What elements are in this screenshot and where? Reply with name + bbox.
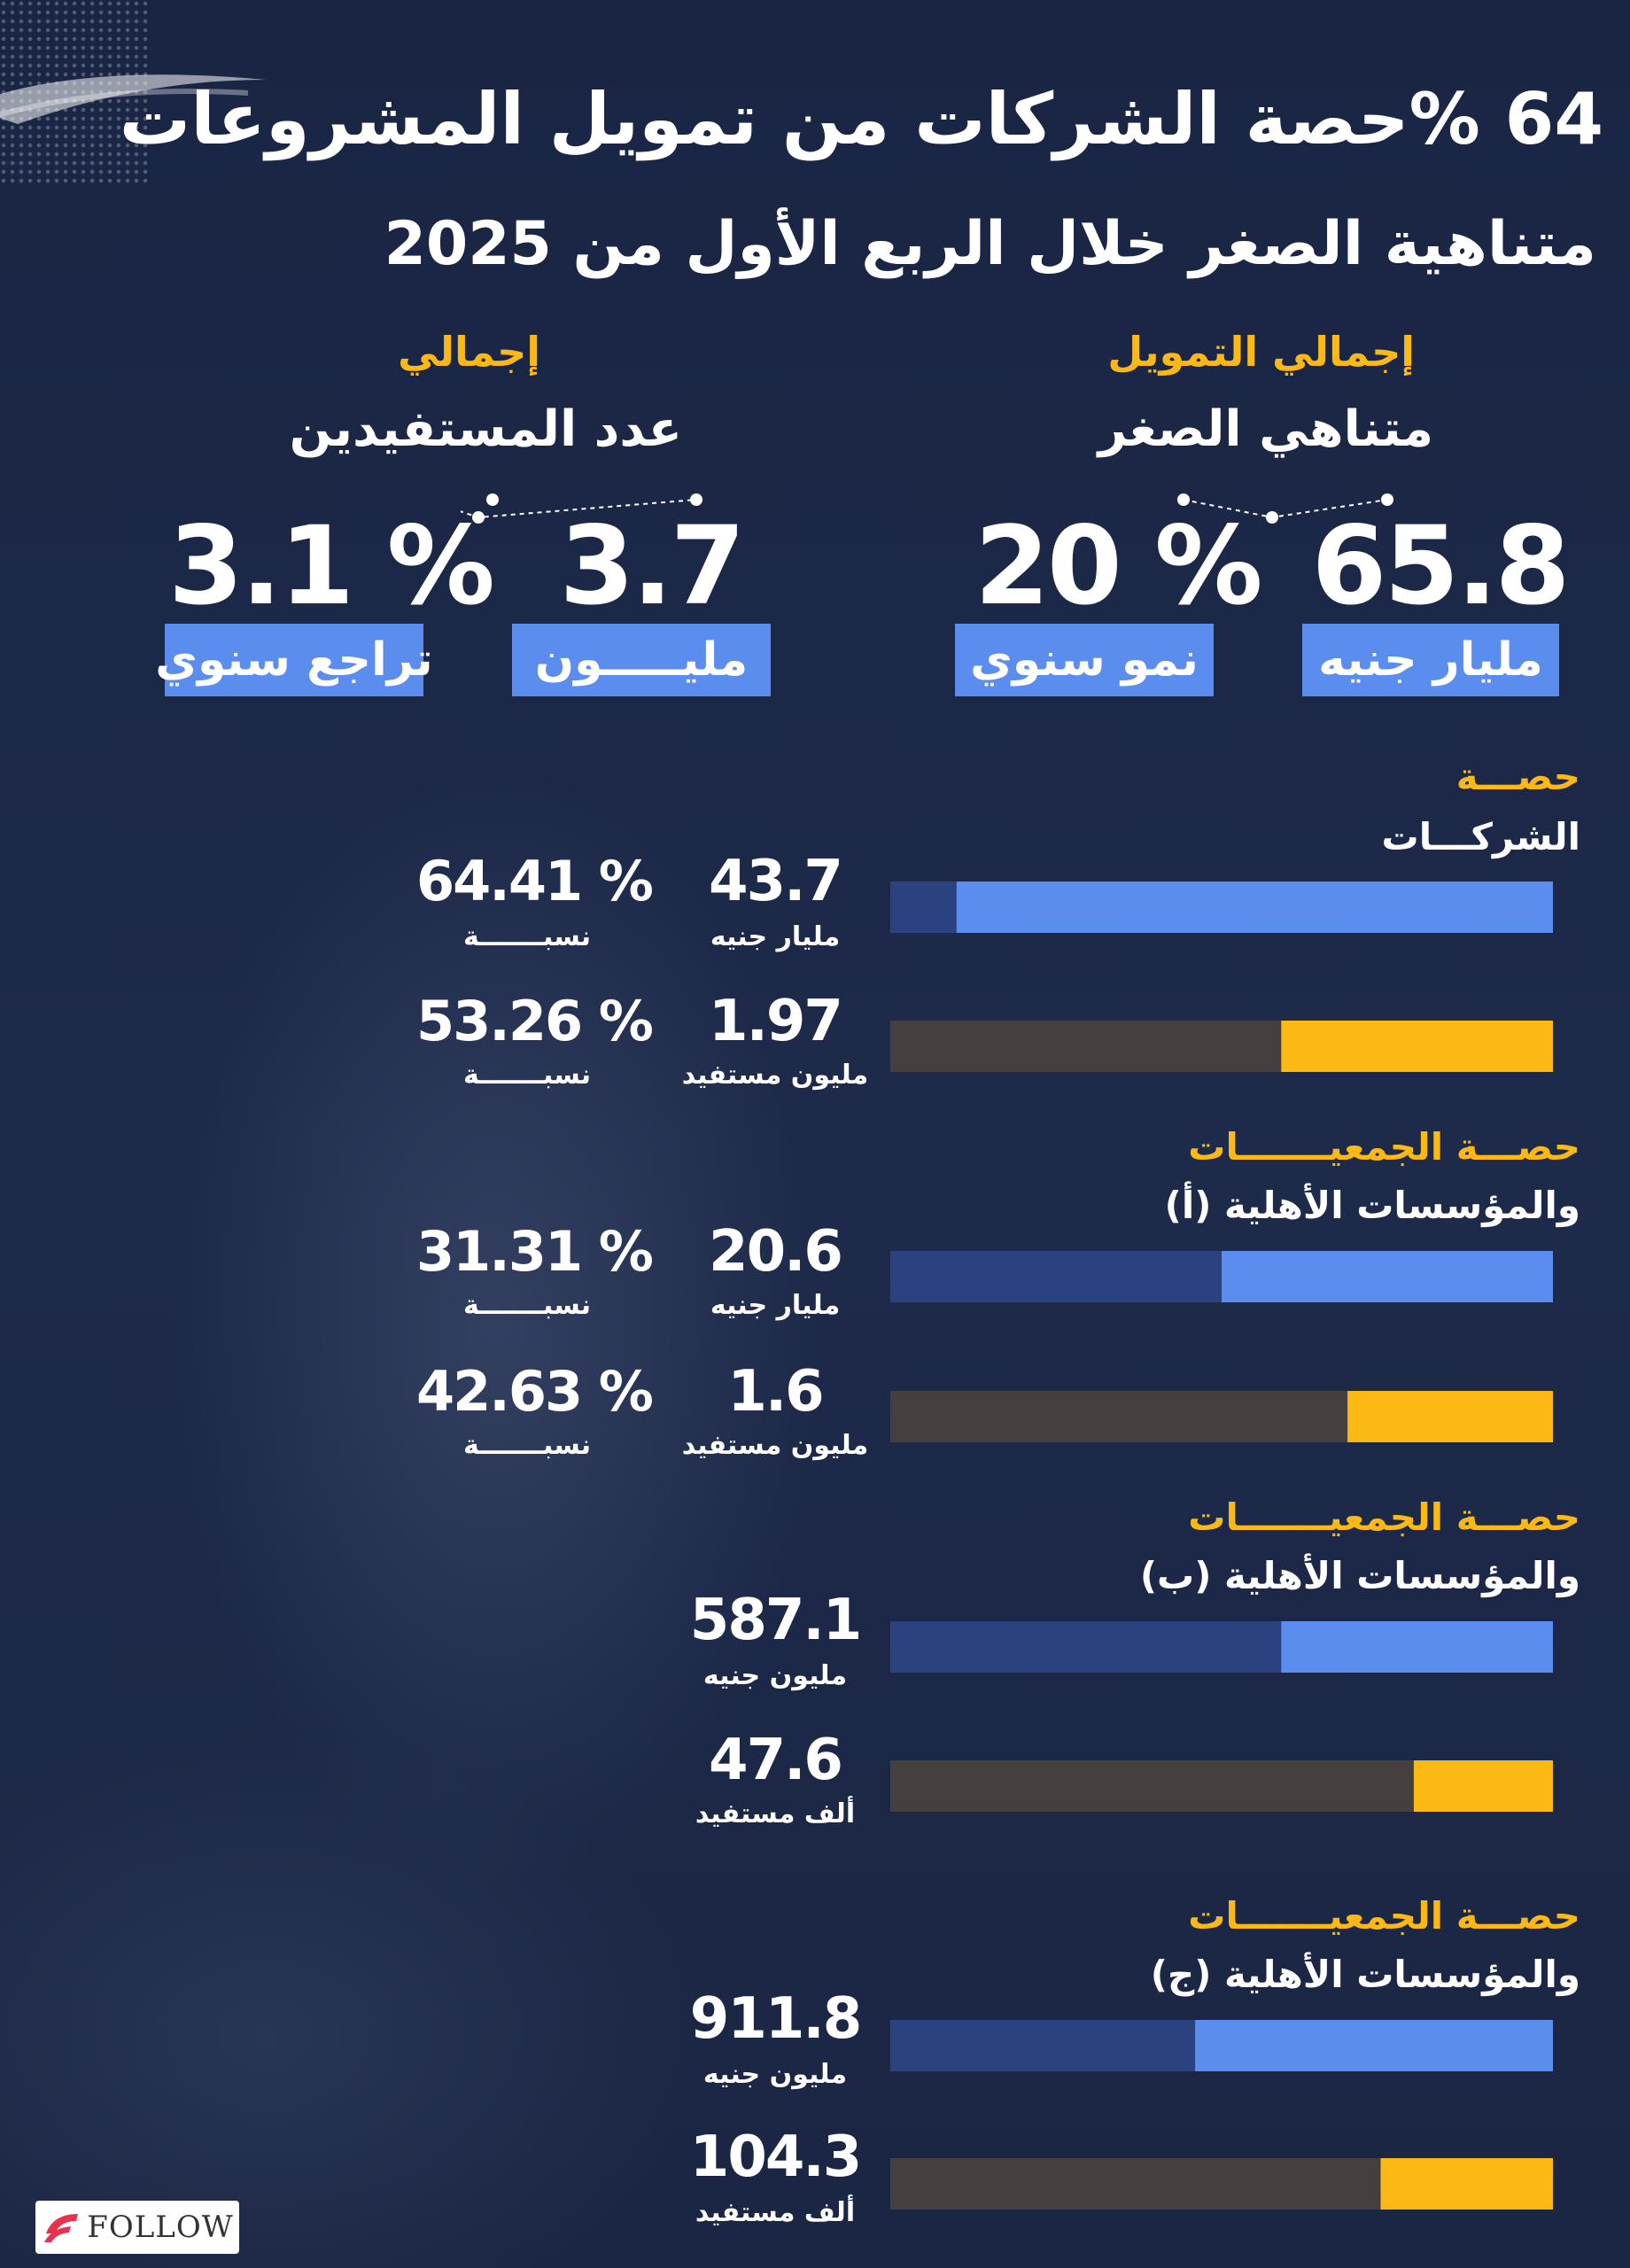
section-1-beneficiaries-share: 53.26 % (416, 989, 654, 1053)
section-3-title-small: حصـــة الجمعيـــــــات (1188, 1495, 1580, 1539)
funding-heading-small: إجمالي التمويل (1107, 328, 1415, 376)
swoosh-decoration (0, 74, 266, 124)
section-2-funding-unit: مليار جنيه (710, 1290, 841, 1321)
beneficiaries-heading-small: إجمالي (398, 328, 540, 376)
section-2-funding-value: 20.6 (709, 1219, 843, 1285)
funding-heading-big: متناهي الصغر (1098, 400, 1433, 458)
section-1-funding-unit: مليار جنيه (710, 921, 841, 952)
section-2-beneficiaries-unit: مليون مستفيد (681, 1430, 869, 1461)
section-2-title-big: والمؤسسات الأهلية (أ) (1164, 1184, 1580, 1227)
funding-growth-box: نمو سنوي (955, 624, 1214, 696)
bar-3-funding (1281, 1621, 1553, 1673)
section-4-funding-unit: مليون جنيه (702, 2059, 848, 2090)
section-1-beneficiaries-share-label: نسبـــــــة (462, 1060, 591, 1091)
section-4-beneficiaries-value: 104.3 (689, 2124, 862, 2190)
section-3-funding-value: 587.1 (689, 1588, 862, 1653)
section-1-title-big: الشركـــات (1381, 815, 1581, 858)
funding-total-value: 65.8 (1311, 503, 1570, 629)
funding-unit-box: مليار جنيه (1302, 624, 1559, 696)
logo-text: FOLLOW (87, 2210, 234, 2245)
bar-2-beneficiaries (1347, 1391, 1553, 1442)
section-1-funding-share-label: نسبـــــــة (462, 921, 591, 952)
section-3-funding-unit: مليون جنيه (702, 1660, 848, 1691)
bar-1-beneficiaries (1281, 1021, 1553, 1072)
section-1-beneficiaries-value: 1.97 (709, 989, 843, 1054)
section-4-title-small: حصـــة الجمعيـــــــات (1188, 1894, 1580, 1938)
title-line-2: متناهية الصغر خلال الربع الأول من 2025 (384, 209, 1596, 279)
section-2-beneficiaries-share-label: نسبـــــــة (462, 1430, 591, 1461)
section-4-title-big: والمؤسسات الأهلية (ج) (1150, 1953, 1580, 1996)
bar-2-funding (1222, 1251, 1553, 1302)
follow-logo: FOLLOW (35, 2201, 239, 2254)
funding-connector (1177, 493, 1393, 524)
bar-3-beneficiaries (1413, 1760, 1553, 1812)
section-4-beneficiaries-unit: ألف مستفيد (695, 2197, 856, 2228)
beneficiaries-decline-box: تراجع سنوي (155, 624, 433, 696)
bar-4-funding (1195, 2020, 1553, 2071)
section-2-beneficiaries-value: 1.6 (727, 1359, 824, 1425)
section-1-funding-value: 43.7 (709, 849, 843, 914)
beneficiaries-connector (461, 493, 702, 524)
section-1-beneficiaries-unit: مليون مستفيد (681, 1060, 869, 1091)
section-2-title-small: حصـــة الجمعيـــــــات (1188, 1125, 1580, 1169)
section-2-beneficiaries-share: 42.63 % (416, 1359, 654, 1424)
bar-4-beneficiaries (1380, 2158, 1553, 2210)
section-3-beneficiaries-value: 47.6 (709, 1728, 843, 1793)
beneficiaries-unit-box: مليـــــون (512, 624, 771, 696)
section-2-funding-share-label: نسبـــــــة (462, 1290, 591, 1321)
beneficiaries-total-value: 3.7 (559, 503, 745, 629)
logo-mark-icon (44, 2214, 79, 2242)
funding-growth-value: 20 % (974, 503, 1263, 629)
section-2-funding-share: 31.31 % (416, 1219, 654, 1284)
section-3-title-big: والمؤسسات الأهلية (ب) (1139, 1554, 1580, 1597)
section-4-funding-value: 911.8 (689, 1986, 862, 2052)
section-3-beneficiaries-unit: ألف مستفيد (695, 1798, 856, 1829)
bar-1-funding (956, 882, 1553, 933)
section-1-funding-share: 64.41 % (416, 849, 654, 913)
beneficiaries-heading-big: عدد المستفيدين (289, 400, 682, 458)
title-line-1: 64 %حصة الشركات من تمويل المشروعات (119, 78, 1603, 160)
section-1-title-small: حصـــة (1455, 755, 1580, 798)
